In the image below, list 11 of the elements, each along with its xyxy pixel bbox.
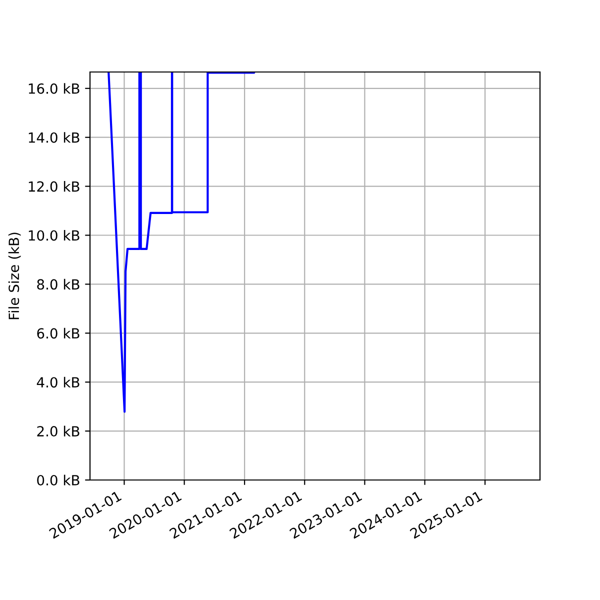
y-tick-label: 12.0 kB <box>28 181 80 192</box>
line-series <box>108 72 256 413</box>
y-axis-title: File Size (kB) <box>8 232 21 320</box>
y-tick-label: 0.0 kB <box>37 474 80 486</box>
y-tick-label: 6.0 kB <box>37 328 80 339</box>
y-tick-label: 16.0 kB <box>28 83 80 94</box>
y-tick-label: 10.0 kB <box>28 230 80 241</box>
y-tick-label: 14.0 kB <box>28 132 80 143</box>
y-tick-label: 4.0 kB <box>36 376 80 388</box>
y-tick-label: 2.0 kB <box>37 426 80 437</box>
y-tick-label: 8.0 kB <box>37 278 80 290</box>
